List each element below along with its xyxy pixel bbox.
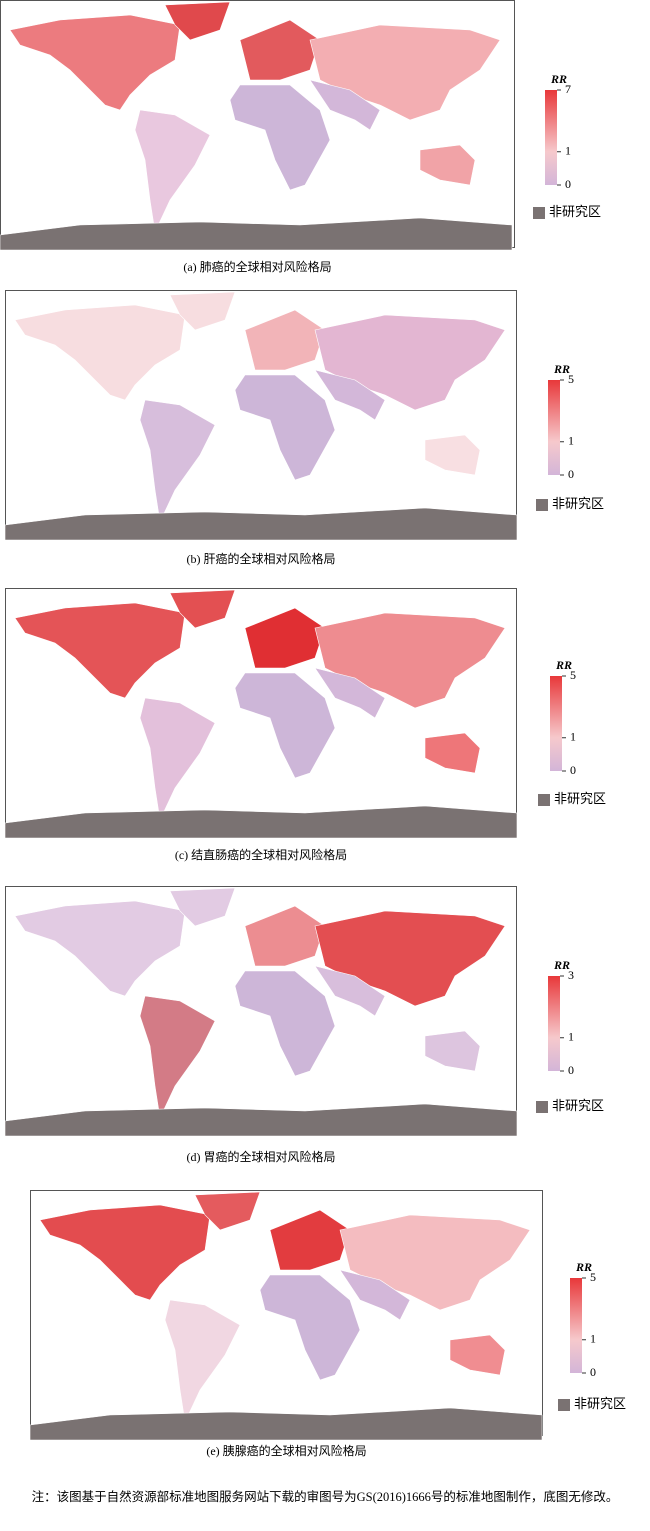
color-bar [545, 90, 557, 185]
legend-title: RR [555, 658, 572, 672]
no-data-label: 非研究区 [574, 1396, 626, 1411]
region [229, 84, 331, 191]
no-data-swatch [536, 499, 548, 511]
legend-tick-label: 1 [565, 144, 571, 158]
region [29, 1407, 543, 1441]
legend-tick-label: 0 [568, 467, 574, 481]
region [14, 900, 186, 997]
legend-title: RR [553, 362, 570, 376]
region [269, 1209, 351, 1271]
region [14, 304, 186, 401]
region [4, 1103, 518, 1137]
legend-tick-label: 5 [570, 668, 576, 682]
panel-caption: (b) 肝癌的全球相对风险格局 [187, 551, 336, 566]
region [419, 144, 476, 186]
map [0, 0, 515, 251]
no-data-label: 非研究区 [552, 496, 604, 511]
legend-title: RR [553, 958, 570, 972]
legend-tick-label: 0 [568, 1063, 574, 1077]
region [424, 434, 481, 476]
region [314, 369, 386, 421]
region [244, 905, 326, 967]
legend-tick-label: 1 [568, 434, 574, 448]
region [4, 805, 518, 839]
map [4, 588, 518, 839]
region [234, 672, 336, 779]
region [314, 667, 386, 719]
region [164, 1299, 241, 1424]
note: 注：该图基于自然资源部标准地图服务网站下载的审图号为GS(2016)1666号的… [32, 1489, 619, 1504]
legend-tick-label: 1 [568, 1030, 574, 1044]
region [134, 109, 211, 234]
legend-tick-label: 0 [570, 763, 576, 777]
region [244, 607, 326, 669]
no-data-label: 非研究区 [552, 1098, 604, 1113]
panel-caption: (c) 结直肠癌的全球相对风险格局 [175, 847, 347, 862]
region [449, 1334, 506, 1376]
color-bar [548, 380, 560, 475]
region [314, 965, 386, 1017]
region [39, 1204, 211, 1301]
panel-caption: (d) 胃癌的全球相对风险格局 [187, 1149, 336, 1164]
no-data-swatch [538, 794, 550, 806]
region [234, 970, 336, 1077]
region [234, 374, 336, 481]
region [424, 732, 481, 774]
region [339, 1269, 411, 1321]
legend-tick-label: 1 [570, 730, 576, 744]
map [4, 290, 518, 541]
region [424, 1030, 481, 1072]
region [239, 19, 321, 81]
legend-tick-label: 5 [568, 372, 574, 386]
region [164, 1, 231, 41]
region [244, 309, 326, 371]
legend-tick-label: 3 [568, 968, 574, 982]
region [169, 291, 236, 331]
legend-tick-label: 1 [590, 1332, 596, 1346]
no-data-swatch [558, 1399, 570, 1411]
legend-tick-label: 7 [565, 82, 571, 96]
region [169, 589, 236, 629]
panel-caption: (a) 肺癌的全球相对风险格局 [183, 259, 331, 274]
no-data-label: 非研究区 [554, 791, 606, 806]
region [4, 507, 518, 541]
legend-title: RR [550, 72, 567, 86]
region [139, 697, 216, 822]
region [169, 887, 236, 927]
legend-title: RR [575, 1260, 592, 1274]
color-bar [550, 676, 562, 771]
region [139, 399, 216, 524]
legend-tick-label: 0 [590, 1365, 596, 1379]
color-bar [548, 976, 560, 1071]
region [14, 602, 186, 699]
no-data-swatch [536, 1101, 548, 1113]
no-data-label: 非研究区 [549, 204, 601, 219]
region [309, 79, 381, 131]
region [0, 217, 513, 251]
no-data-swatch [533, 207, 545, 219]
legend-tick-label: 0 [565, 177, 571, 191]
region [139, 995, 216, 1120]
panel-caption: (e) 胰腺癌的全球相对风险格局 [206, 1443, 366, 1458]
region [259, 1274, 361, 1381]
legend-tick-label: 5 [590, 1270, 596, 1284]
region [194, 1191, 261, 1231]
map [4, 886, 518, 1137]
color-bar [570, 1278, 582, 1373]
map [29, 1190, 543, 1441]
region [9, 14, 181, 111]
